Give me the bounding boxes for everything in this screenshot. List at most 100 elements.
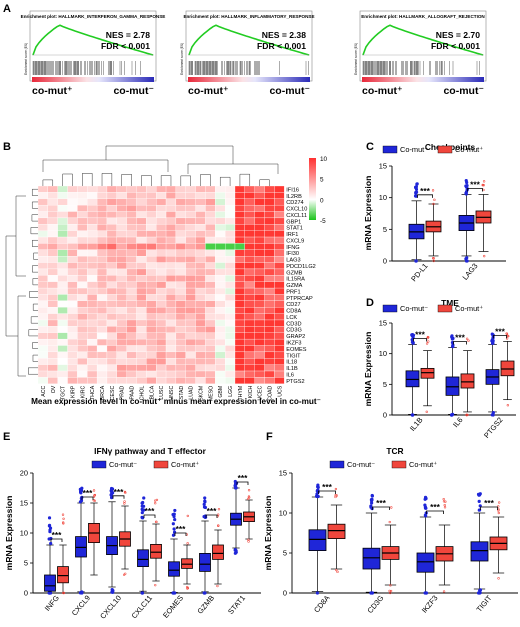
cancer-label: LUAD (189, 386, 195, 400)
heatmap-cell (126, 198, 137, 206)
heatmap-cell (57, 377, 68, 384)
heatmap-cell (234, 192, 246, 199)
gsea-plot: Enrichment plot: HALLMARK_INFLAMMATORY_R… (180, 10, 315, 97)
gene-label: CD274 (286, 200, 303, 206)
heatmap-cell (195, 307, 206, 314)
heatmap-cell (96, 217, 108, 225)
heatmap-cell (185, 230, 196, 238)
heatmap-cell (234, 307, 246, 314)
heatmap-cell (126, 319, 137, 327)
heatmap-cell (165, 345, 177, 353)
heatmap-cell (165, 275, 177, 282)
outlier-point (414, 185, 418, 189)
heatmap-cell (215, 370, 226, 378)
outlier-point (410, 333, 414, 337)
heatmap-cell (264, 313, 275, 321)
heatmap-cell (67, 377, 78, 384)
heatmap-cell (136, 243, 147, 250)
significance-bracket (143, 514, 156, 518)
heatmap-cell (96, 230, 108, 238)
heatmap-cell (224, 198, 236, 206)
heatmap-cell (215, 211, 226, 219)
heatmap-cell (215, 275, 226, 282)
heatmap-cell (47, 345, 58, 353)
heatmap-cell (87, 256, 98, 263)
heatmap-cell (165, 268, 177, 276)
outlier-point (414, 259, 418, 263)
category-label: CD3G (365, 593, 385, 615)
outlier-point (432, 257, 435, 260)
outlier-point (316, 494, 320, 499)
category-label: INFG (43, 593, 61, 613)
outlier-point (336, 570, 339, 574)
heatmap-cell (244, 307, 255, 314)
heatmap-cell (96, 326, 108, 333)
heatmap-cell (156, 300, 167, 308)
heatmap-cell (57, 243, 68, 250)
heatmap-cell (67, 275, 78, 282)
outlier-point (370, 501, 374, 505)
outlier-point (217, 524, 220, 527)
heatmap-cell (47, 217, 58, 225)
heatmap-cell (37, 377, 49, 384)
heatmap-cell (37, 275, 49, 282)
heatmap-cell (274, 358, 285, 365)
outlier-point (505, 337, 509, 340)
heatmap-cell (165, 364, 177, 372)
heatmap-cell (136, 256, 147, 263)
group-label-neg: co-mut⁻ (113, 85, 154, 97)
heatmap-cell (195, 300, 206, 308)
heatmap-cell (146, 198, 157, 206)
heatmap-cell (146, 217, 157, 225)
heatmap-cell (274, 268, 285, 276)
gene-label: IFI16 (286, 187, 299, 193)
heatmap-cell (136, 326, 147, 333)
heatmap-cell (146, 224, 157, 231)
heatmap-cell (126, 230, 137, 238)
heatmap-cell (96, 370, 108, 378)
legend-tick: -5 (320, 218, 326, 225)
legend-swatch-pos (437, 304, 453, 313)
heatmap-cell (77, 236, 88, 244)
heatmap-cell (87, 243, 98, 250)
heatmap-cell (146, 300, 157, 308)
outlier-point (465, 337, 469, 340)
heatmap-cell (224, 345, 236, 353)
heatmap-cell (254, 364, 265, 372)
significance-bracket (205, 514, 218, 518)
heatmap-cell (254, 300, 265, 308)
heatmap-cell (87, 307, 98, 314)
heatmap-cell (215, 338, 226, 346)
heatmap-cell (185, 307, 196, 314)
heatmap-cell (67, 236, 78, 244)
box-neg (308, 529, 327, 551)
outlier-point (423, 495, 428, 499)
heatmap-cell (205, 364, 216, 372)
heatmap-cell (234, 319, 246, 327)
cancer-label: KIRC (80, 386, 86, 399)
heatmap-cell (37, 249, 49, 257)
panel-d-letter: D (366, 297, 374, 309)
significance-stars: *** (430, 502, 441, 512)
heatmap-cell (57, 204, 68, 212)
heatmap-cell (77, 364, 88, 372)
heatmap-cell (96, 345, 108, 353)
heatmap-cell (165, 243, 177, 250)
heatmap-cell (165, 370, 177, 378)
heatmap-cell (126, 211, 137, 219)
heatmap-cell (254, 230, 265, 238)
outlier-point (47, 524, 51, 528)
heatmap-cell (146, 345, 157, 353)
heatmap-cell (96, 192, 108, 199)
heatmap-cell (185, 370, 196, 378)
heatmap-cell (195, 313, 206, 321)
heatmap-cell (156, 262, 167, 270)
heatmap-cell (77, 319, 88, 327)
heatmap-cell (126, 281, 137, 289)
outlier-point (48, 591, 52, 595)
category-label: IL6 (451, 416, 465, 430)
heatmap-cell (87, 211, 98, 219)
outlier-point (334, 487, 338, 491)
heatmap-cell (224, 275, 236, 282)
outlier-point (443, 506, 447, 509)
